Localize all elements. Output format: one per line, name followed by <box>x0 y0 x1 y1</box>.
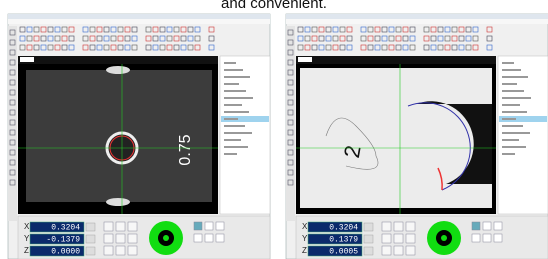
list-row-text <box>502 104 520 106</box>
dro-unit-button[interactable] <box>364 247 373 255</box>
tool-button[interactable] <box>472 222 480 230</box>
list-row-text <box>502 76 528 78</box>
list-row-text <box>224 97 253 99</box>
tool-button[interactable] <box>194 234 202 242</box>
control-button[interactable] <box>394 234 403 243</box>
tool-button[interactable] <box>483 222 491 230</box>
list-row-text <box>224 125 245 127</box>
edge-highlight <box>106 66 130 74</box>
control-button[interactable] <box>406 234 415 243</box>
control-button[interactable] <box>116 222 125 231</box>
dro-value: 0.1379 <box>329 236 358 245</box>
list-row-text <box>502 90 524 92</box>
control-button[interactable] <box>406 222 415 231</box>
tool-button[interactable] <box>205 234 213 242</box>
edge-highlight <box>106 198 130 206</box>
app-window: 2X0.3204Y0.1379Z0.0005 <box>286 14 548 259</box>
list-row-text <box>224 83 239 85</box>
list-row-text <box>224 62 236 64</box>
list-row-text <box>224 118 238 120</box>
position-target-dot <box>163 235 169 241</box>
list-row-text <box>502 132 530 134</box>
dro-value: 0.3204 <box>329 224 358 233</box>
list-row-text <box>502 139 519 141</box>
tool-button[interactable] <box>216 234 224 242</box>
control-button[interactable] <box>394 222 403 231</box>
list-row-text <box>502 69 521 71</box>
dro-unit-button[interactable] <box>86 235 95 243</box>
dro-unit-button[interactable] <box>364 235 373 243</box>
list-row-text <box>224 111 249 113</box>
list-row-text <box>502 125 523 127</box>
control-button[interactable] <box>104 234 113 243</box>
dro-value: 0.3204 <box>51 224 80 233</box>
viewport-tab <box>298 57 312 62</box>
list-row-text <box>502 111 527 113</box>
caption: and convenient. <box>221 0 327 12</box>
tool-button[interactable] <box>472 234 480 242</box>
list-row-text <box>224 69 243 71</box>
control-button[interactable] <box>116 234 125 243</box>
dro-value: -0.1379 <box>46 236 80 245</box>
control-button[interactable] <box>406 246 415 255</box>
axis-label: X <box>302 222 308 231</box>
screenshot: and convenient. 0.75 X 0.3204 Y -0.1379 Z 0.00… <box>0 0 548 259</box>
viewport-tab <box>20 57 34 62</box>
control-button[interactable] <box>116 246 125 255</box>
list-row-text <box>224 153 237 155</box>
title-bar <box>8 14 270 19</box>
list-row-text <box>502 146 526 148</box>
menu-bar <box>8 19 270 24</box>
axis-label: Y <box>302 234 308 243</box>
dro-unit-button[interactable] <box>86 223 95 231</box>
dro-unit-button[interactable] <box>86 247 95 255</box>
list-row-text <box>502 97 531 99</box>
tool-button[interactable] <box>483 234 491 242</box>
control-button[interactable] <box>382 234 391 243</box>
list-row-text <box>224 146 248 148</box>
position-target-dot <box>441 235 447 241</box>
list-row-text <box>224 132 252 134</box>
control-button[interactable] <box>394 246 403 255</box>
viewport-header <box>18 56 218 64</box>
axis-label: Z <box>24 246 29 255</box>
viewport-header <box>296 56 496 64</box>
axis-label: X <box>24 222 30 231</box>
list-row-text <box>502 153 515 155</box>
image-text: 0.75 <box>177 134 194 165</box>
tool-button[interactable] <box>205 222 213 230</box>
control-button[interactable] <box>382 222 391 231</box>
dro-value: 0.0000 <box>51 248 80 257</box>
control-button[interactable] <box>128 234 137 243</box>
control-button[interactable] <box>104 222 113 231</box>
tool-button[interactable] <box>494 222 502 230</box>
part-image <box>300 68 492 208</box>
tool-button[interactable] <box>216 222 224 230</box>
list-row-text <box>502 62 514 64</box>
tool-button[interactable] <box>494 234 502 242</box>
list-row-text <box>502 83 517 85</box>
axis-label: Y <box>24 234 30 243</box>
tool-button[interactable] <box>194 222 202 230</box>
app-window: 0.75 X 0.3204 Y -0.1379 Z 0.0000 <box>8 14 270 259</box>
control-button[interactable] <box>128 246 137 255</box>
control-button[interactable] <box>104 246 113 255</box>
list-row-text <box>224 139 241 141</box>
list-row-text <box>502 118 516 120</box>
list-row-text <box>224 104 242 106</box>
axis-label: Z <box>302 246 307 255</box>
dro-unit-button[interactable] <box>364 223 373 231</box>
control-button[interactable] <box>382 246 391 255</box>
menu-bar <box>286 19 548 24</box>
list-row-text <box>224 90 246 92</box>
title-bar <box>286 14 548 19</box>
list-row-text <box>224 76 250 78</box>
control-button[interactable] <box>128 222 137 231</box>
dro-value: 0.0005 <box>329 248 358 257</box>
